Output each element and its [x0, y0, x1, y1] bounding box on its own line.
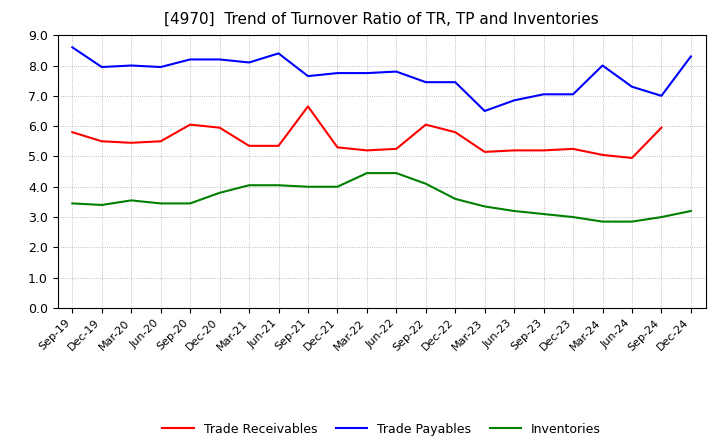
Trade Payables	[598, 63, 607, 68]
Trade Payables	[421, 80, 430, 85]
Line: Trade Payables: Trade Payables	[72, 48, 691, 111]
Trade Payables	[245, 60, 253, 65]
Inventories	[657, 214, 666, 220]
Trade Receivables	[156, 139, 165, 144]
Trade Receivables	[657, 125, 666, 130]
Trade Receivables	[363, 148, 372, 153]
Trade Receivables	[274, 143, 283, 148]
Inventories	[421, 181, 430, 187]
Trade Receivables	[186, 122, 194, 127]
Trade Payables	[392, 69, 400, 74]
Trade Payables	[687, 54, 696, 59]
Trade Receivables	[569, 146, 577, 151]
Trade Payables	[569, 92, 577, 97]
Trade Receivables	[539, 148, 548, 153]
Trade Receivables	[480, 149, 489, 154]
Trade Payables	[363, 70, 372, 76]
Title: [4970]  Trend of Turnover Ratio of TR, TP and Inventories: [4970] Trend of Turnover Ratio of TR, TP…	[164, 12, 599, 27]
Inventories	[127, 198, 135, 203]
Inventories	[363, 170, 372, 176]
Legend: Trade Receivables, Trade Payables, Inventories: Trade Receivables, Trade Payables, Inven…	[157, 418, 606, 440]
Inventories	[333, 184, 342, 189]
Inventories	[569, 214, 577, 220]
Inventories	[156, 201, 165, 206]
Trade Payables	[451, 80, 459, 85]
Inventories	[539, 211, 548, 216]
Trade Receivables	[392, 146, 400, 151]
Trade Receivables	[97, 139, 106, 144]
Inventories	[186, 201, 194, 206]
Inventories	[451, 196, 459, 202]
Trade Receivables	[598, 152, 607, 158]
Trade Receivables	[421, 122, 430, 127]
Trade Payables	[304, 73, 312, 79]
Inventories	[598, 219, 607, 224]
Trade Payables	[510, 98, 518, 103]
Trade Receivables	[245, 143, 253, 148]
Inventories	[628, 219, 636, 224]
Inventories	[274, 183, 283, 188]
Inventories	[392, 170, 400, 176]
Trade Payables	[480, 108, 489, 114]
Line: Inventories: Inventories	[72, 173, 691, 222]
Inventories	[480, 204, 489, 209]
Trade Receivables	[215, 125, 224, 130]
Trade Payables	[657, 93, 666, 99]
Trade Receivables	[510, 148, 518, 153]
Trade Payables	[127, 63, 135, 68]
Trade Receivables	[451, 129, 459, 135]
Inventories	[68, 201, 76, 206]
Trade Receivables	[68, 129, 76, 135]
Trade Payables	[274, 51, 283, 56]
Trade Payables	[156, 64, 165, 70]
Inventories	[215, 190, 224, 195]
Trade Receivables	[127, 140, 135, 146]
Inventories	[687, 209, 696, 214]
Trade Receivables	[628, 155, 636, 161]
Trade Payables	[628, 84, 636, 89]
Trade Payables	[333, 70, 342, 76]
Trade Payables	[539, 92, 548, 97]
Trade Payables	[186, 57, 194, 62]
Inventories	[304, 184, 312, 189]
Line: Trade Receivables: Trade Receivables	[72, 106, 662, 158]
Trade Payables	[97, 64, 106, 70]
Trade Receivables	[304, 104, 312, 109]
Trade Payables	[68, 45, 76, 50]
Trade Payables	[215, 57, 224, 62]
Inventories	[245, 183, 253, 188]
Trade Receivables	[333, 145, 342, 150]
Inventories	[510, 209, 518, 214]
Inventories	[97, 202, 106, 208]
